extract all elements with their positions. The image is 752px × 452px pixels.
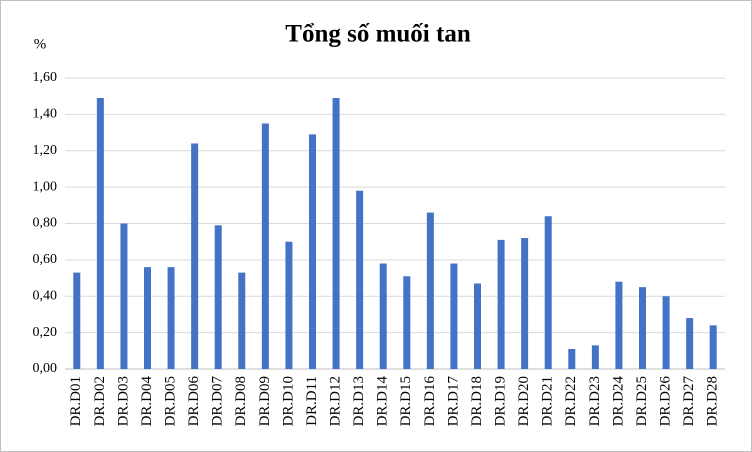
x-tick-label: DR.D13 bbox=[351, 376, 367, 426]
bar bbox=[709, 325, 717, 369]
x-tick-label: DR.D18 bbox=[469, 376, 485, 426]
bar bbox=[261, 123, 269, 369]
y-tick-label: 0,60 bbox=[33, 252, 58, 267]
x-tick-label: DR.D17 bbox=[445, 376, 461, 427]
bar bbox=[591, 345, 599, 369]
x-tick-label: DR.D14 bbox=[375, 376, 391, 427]
bar bbox=[639, 287, 646, 369]
bar bbox=[544, 216, 552, 369]
y-tick-label: 1,20 bbox=[33, 143, 58, 158]
x-tick-label: DR.D26 bbox=[658, 376, 674, 427]
x-tick-label: DR.D05 bbox=[163, 376, 179, 426]
bar bbox=[686, 318, 694, 369]
x-tick-label: DR.D25 bbox=[634, 376, 650, 426]
bar bbox=[568, 348, 576, 369]
y-tick-label: 1,00 bbox=[33, 179, 58, 194]
bar bbox=[120, 223, 128, 369]
bar bbox=[167, 267, 175, 369]
x-tick-label: DR.D08 bbox=[233, 376, 249, 426]
bar bbox=[615, 281, 623, 369]
x-tick-label: DR.D28 bbox=[705, 376, 721, 426]
bar bbox=[356, 190, 364, 369]
bar bbox=[96, 98, 104, 369]
x-tick-label: DR.D21 bbox=[540, 376, 556, 426]
bar bbox=[662, 296, 670, 369]
x-tick-label: DR.D20 bbox=[516, 376, 532, 426]
bar bbox=[332, 98, 340, 369]
x-tick-label: DR.D07 bbox=[210, 376, 226, 427]
x-tick-label: DR.D06 bbox=[186, 376, 202, 427]
bar bbox=[450, 263, 458, 369]
bar bbox=[379, 263, 387, 369]
x-tick-label: DR.D19 bbox=[493, 376, 509, 426]
bar bbox=[144, 267, 151, 369]
bar bbox=[238, 272, 246, 369]
bar bbox=[426, 212, 434, 369]
x-tick-label: DR.D12 bbox=[328, 376, 344, 426]
x-tick-label: DR.D15 bbox=[398, 376, 414, 426]
bar bbox=[191, 143, 199, 369]
x-tick-label: DR.D03 bbox=[115, 376, 131, 426]
chart-title: Tổng số muối tan bbox=[285, 21, 471, 48]
x-tick-label: DR.D11 bbox=[304, 376, 320, 426]
bar bbox=[73, 272, 81, 369]
bar bbox=[497, 239, 505, 369]
x-tick-label: DR.D09 bbox=[257, 376, 273, 426]
bar bbox=[214, 225, 222, 369]
x-tick-label: DR.D01 bbox=[68, 376, 84, 426]
x-tick-label: DR.D04 bbox=[139, 376, 155, 427]
bar bbox=[521, 238, 529, 369]
y-axis-label: % bbox=[34, 36, 47, 52]
x-tick-label: DR.D27 bbox=[681, 376, 697, 427]
y-tick-label: 1,60 bbox=[33, 70, 58, 85]
y-tick-label: 0,80 bbox=[33, 216, 58, 231]
x-tick-label: DR.D23 bbox=[587, 376, 603, 426]
x-tick-label: DR.D16 bbox=[422, 376, 438, 427]
bar bbox=[474, 283, 481, 369]
bar bbox=[285, 241, 293, 369]
y-tick-label: 0,40 bbox=[33, 288, 58, 303]
y-tick-label: 1,40 bbox=[33, 107, 58, 122]
y-tick-label: 0,00 bbox=[33, 361, 58, 376]
x-tick-label: DR.D10 bbox=[280, 376, 296, 426]
x-tick-label: DR.D22 bbox=[563, 376, 579, 426]
y-tick-label: 0,20 bbox=[33, 325, 58, 340]
bar bbox=[309, 134, 316, 369]
x-tick-label: DR.D24 bbox=[610, 376, 626, 427]
bar bbox=[403, 276, 411, 369]
x-tick-label: DR.D02 bbox=[92, 376, 108, 426]
